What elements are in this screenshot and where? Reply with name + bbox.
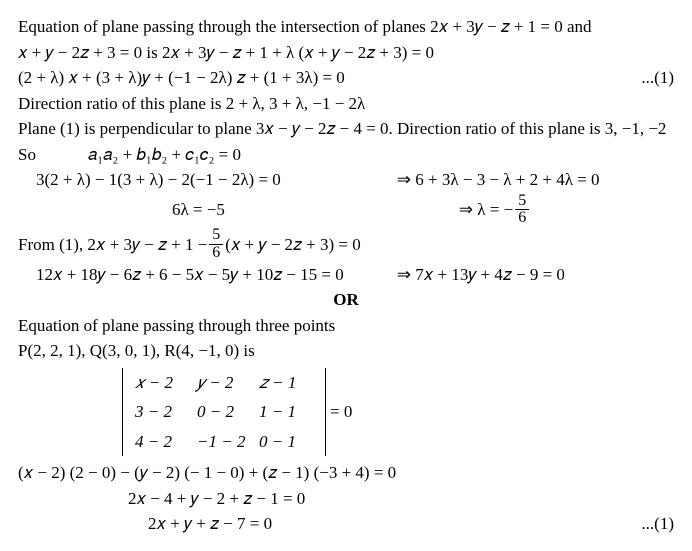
equation-row: 12𝑥 + 18𝑦 − 6𝑧 + 6 − 5𝑥 − 5𝑦 + 10𝑧 − 15 … — [18, 262, 674, 288]
equation-part: (𝑥 + 𝑦 − 2𝑧 + 3) = 0 — [225, 232, 360, 258]
text-line: P(2, 2, 1), Q(3, 0, 1), R(4, −1, 0) is — [18, 338, 674, 364]
label-so: So — [18, 142, 88, 168]
equation-right: ⇒ 6 + 3λ − 3 − λ + 2 + 4λ = 0 — [397, 167, 600, 193]
text: Equation of plane passing through the in… — [18, 14, 592, 40]
fraction: 5 6 — [209, 227, 223, 262]
equation: = 0 — [330, 399, 352, 425]
equation-line: (𝑥 − 2) (2 − 0) − (𝑦 − 2) (− 1 − 0) + (𝑧… — [18, 460, 674, 486]
text-line: Equation of plane passing through the in… — [18, 14, 674, 40]
equation-line: From (1), 2𝑥 + 3𝑦 − 𝑧 + 1 − 5 6 (𝑥 + 𝑦 −… — [18, 227, 674, 262]
text: Direction ratio of this plane is 2 + λ, … — [18, 91, 365, 117]
equation-row: 6λ = −5 ⇒ λ = − 5 6 — [18, 193, 674, 228]
equation-line: (2 + λ) 𝑥 + (3 + λ)𝑦 + (−1 − 2λ) 𝑧 + (1 … — [18, 65, 674, 91]
or-separator: OR — [18, 287, 674, 313]
det-cell: 𝑦 − 2 — [193, 368, 255, 398]
text-line: Plane (1) is perpendicular to plane 3𝑥 −… — [18, 116, 674, 142]
text-line: 𝑥 + 𝑦 − 2𝑧 + 3 = 0 is 2𝑥 + 3𝑦 − 𝑧 + 1 + … — [18, 40, 674, 66]
equation: 2𝑥 + 𝑦 + 𝑧 − 7 = 0 — [148, 511, 272, 537]
det-cell: 1 − 1 — [255, 397, 317, 427]
equation-line: 2𝑥 − 4 + 𝑦 − 2 + 𝑧 − 1 = 0 — [18, 486, 674, 512]
equation-row: 3(2 + λ) − 1(3 + λ) − 2(−1 − 2λ) = 0 ⇒ 6… — [18, 167, 674, 193]
equation-number: ...(1) — [641, 65, 674, 91]
or-label: OR — [333, 290, 359, 309]
det-cell: 0 − 2 — [193, 397, 255, 427]
determinant-line: 𝑥 − 2 𝑦 − 2 𝑧 − 1 3 − 2 0 − 2 1 − 1 4 − … — [18, 364, 674, 461]
equation-right-prefix: ⇒ λ = − — [459, 197, 513, 223]
equation-left: 3(2 + λ) − 1(3 + λ) − 2(−1 − 2λ) = 0 — [36, 167, 281, 193]
equation: (2 + λ) 𝑥 + (3 + λ)𝑦 + (−1 − 2λ) 𝑧 + (1 … — [18, 65, 345, 91]
text: Equation of plane passing through three … — [18, 313, 335, 339]
det-cell: −1 − 2 — [193, 427, 255, 457]
numerator: 5 — [209, 227, 223, 244]
numerator: 5 — [515, 193, 529, 210]
equation-line: 2𝑥 + 𝑦 + 𝑧 − 7 = 0 ...(1) — [18, 511, 674, 537]
denominator: 6 — [209, 244, 223, 262]
equation-line: So 𝑎₁𝑎₂ + 𝑏₁𝑏₂ + 𝑐₁𝑐₂ = 0 — [18, 142, 674, 168]
text: P(2, 2, 1), Q(3, 0, 1), R(4, −1, 0) is — [18, 338, 255, 364]
equation-left: 6λ = −5 — [172, 197, 225, 223]
equation: 𝑎₁𝑎₂ + 𝑏₁𝑏₂ + 𝑐₁𝑐₂ = 0 — [88, 142, 241, 168]
det-cell: 3 − 2 — [131, 397, 193, 427]
det-cell: 𝑧 − 1 — [255, 368, 317, 398]
det-cell: 𝑥 − 2 — [131, 368, 193, 398]
text-line: Direction ratio of this plane is 2 + λ, … — [18, 91, 674, 117]
determinant: 𝑥 − 2 𝑦 − 2 𝑧 − 1 3 − 2 0 − 2 1 − 1 4 − … — [122, 366, 326, 459]
equation-part: From (1), 2𝑥 + 3𝑦 − 𝑧 + 1 − — [18, 232, 207, 258]
det-cell: 0 − 1 — [255, 427, 317, 457]
text: Plane (1) is perpendicular to plane 3𝑥 −… — [18, 119, 666, 138]
text-line: Equation of plane passing through three … — [18, 313, 674, 339]
equation: (𝑥 − 2) (2 − 0) − (𝑦 − 2) (− 1 − 0) + (𝑧… — [18, 460, 396, 486]
det-cell: 4 − 2 — [131, 427, 193, 457]
text: 𝑥 + 𝑦 − 2𝑧 + 3 = 0 is 2𝑥 + 3𝑦 − 𝑧 + 1 + … — [18, 40, 434, 66]
equation: 2𝑥 − 4 + 𝑦 − 2 + 𝑧 − 1 = 0 — [128, 486, 305, 512]
fraction: 5 6 — [515, 193, 529, 228]
denominator: 6 — [515, 209, 529, 227]
equation-left: 12𝑥 + 18𝑦 − 6𝑧 + 6 − 5𝑥 − 5𝑦 + 10𝑧 − 15 … — [36, 262, 344, 288]
equation-right: ⇒ 7𝑥 + 13𝑦 + 4𝑧 − 9 = 0 — [397, 262, 565, 288]
equation-number: ...(1) — [641, 511, 674, 537]
